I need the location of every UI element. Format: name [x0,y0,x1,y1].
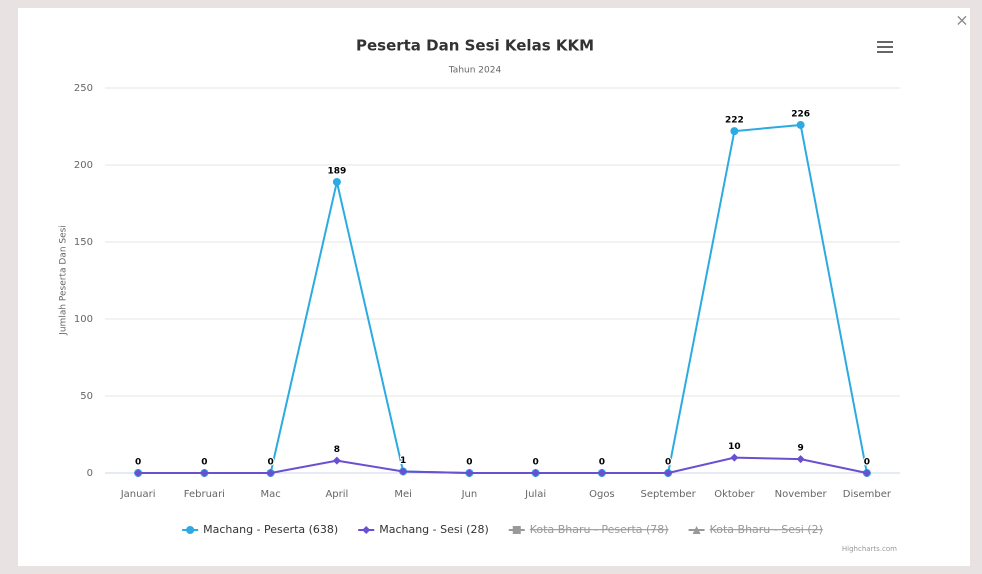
marker [465,469,474,477]
marker [730,453,739,462]
legend-label: Kota Bharu - Sesi (2) [710,523,823,536]
x-tick-label: Mei [394,489,412,500]
data-label: 1 [400,456,406,466]
close-button[interactable]: × [955,11,968,30]
y-tick-label: 100 [74,314,93,325]
chart-title: Peserta Dan Sesi Kelas KKM [356,37,594,55]
legend-item[interactable]: Machang - Sesi (28) [358,523,489,536]
data-label: 0 [665,458,671,468]
data-label: 0 [201,458,207,468]
data-label: 0 [599,458,605,468]
series-line [138,456,868,474]
data-label: 189 [327,166,346,176]
data-label: 0 [665,458,671,468]
chart-subtitle: Tahun 2024 [448,66,502,76]
data-label: 0 [864,458,870,468]
y-tick-label: 150 [74,237,93,248]
marker [200,469,209,477]
marker [332,456,341,465]
data-label: 0 [135,458,141,468]
menu-bar [877,51,893,53]
marker [186,526,195,534]
x-tick-label: Januari [120,489,156,500]
menu-bar [877,41,893,43]
menu-bar [877,46,893,48]
marker [796,120,805,129]
data-label: 0 [267,458,273,468]
marker [134,469,143,477]
x-tick-label: Jun [461,489,478,500]
x-tick-label: Februari [184,489,225,500]
data-label: 0 [599,458,605,468]
data-label: 0 [532,458,538,468]
data-label: 0 [135,458,141,468]
x-tick-label: April [325,489,348,500]
data-label: 0 [532,458,538,468]
modal [18,8,970,566]
data-label: 9 [797,444,803,454]
marker [796,455,805,464]
marker [862,469,871,477]
data-label: 1 [400,456,406,466]
marker [664,469,673,477]
legend-item[interactable]: Kota Bharu - Sesi (2) [688,523,823,536]
data-label: 0 [267,458,273,468]
marker [531,469,540,477]
data-label: 0 [466,458,472,468]
data-label: 226 [791,109,810,119]
data-label: 0 [201,458,207,468]
marker [730,127,739,136]
marker [266,469,275,477]
y-tick-label: 50 [80,391,93,402]
x-tick-label: Julai [524,489,546,500]
y-axis-label: Jumlah Peserta Dan Sesi [59,225,69,336]
x-tick-label: Disember [843,489,892,500]
x-tick-label: Ogos [589,489,615,500]
legend-item[interactable]: Machang - Peserta (638) [182,523,338,536]
x-tick-label: September [640,489,696,500]
legend-label: Machang - Sesi (28) [379,523,489,536]
data-label: 0 [466,458,472,468]
data-label: 0 [864,458,870,468]
marker [399,467,408,476]
legend-item[interactable]: Kota Bharu - Peserta (78) [508,523,669,536]
menu-button[interactable] [877,41,893,53]
data-label: 8 [334,445,340,455]
x-tick-label: November [775,489,828,500]
x-tick-label: Mac [260,489,280,500]
y-tick-label: 250 [74,83,93,94]
marker [332,177,341,186]
legend-label: Machang - Peserta (638) [203,523,338,536]
legend-label: Kota Bharu - Peserta (78) [530,523,669,536]
marker [512,526,521,534]
legend: Machang - Peserta (638) Machang - Sesi (2… [182,523,823,536]
data-label: 10 [728,442,741,452]
y-tick-label: 200 [74,160,93,171]
data-label: 222 [725,116,744,126]
credits[interactable]: Highcharts.com [842,545,897,553]
marker [597,469,606,477]
y-tick-label: 0 [87,468,93,479]
x-tick-label: Oktober [714,489,755,500]
marker [362,526,371,534]
marker [692,526,701,534]
